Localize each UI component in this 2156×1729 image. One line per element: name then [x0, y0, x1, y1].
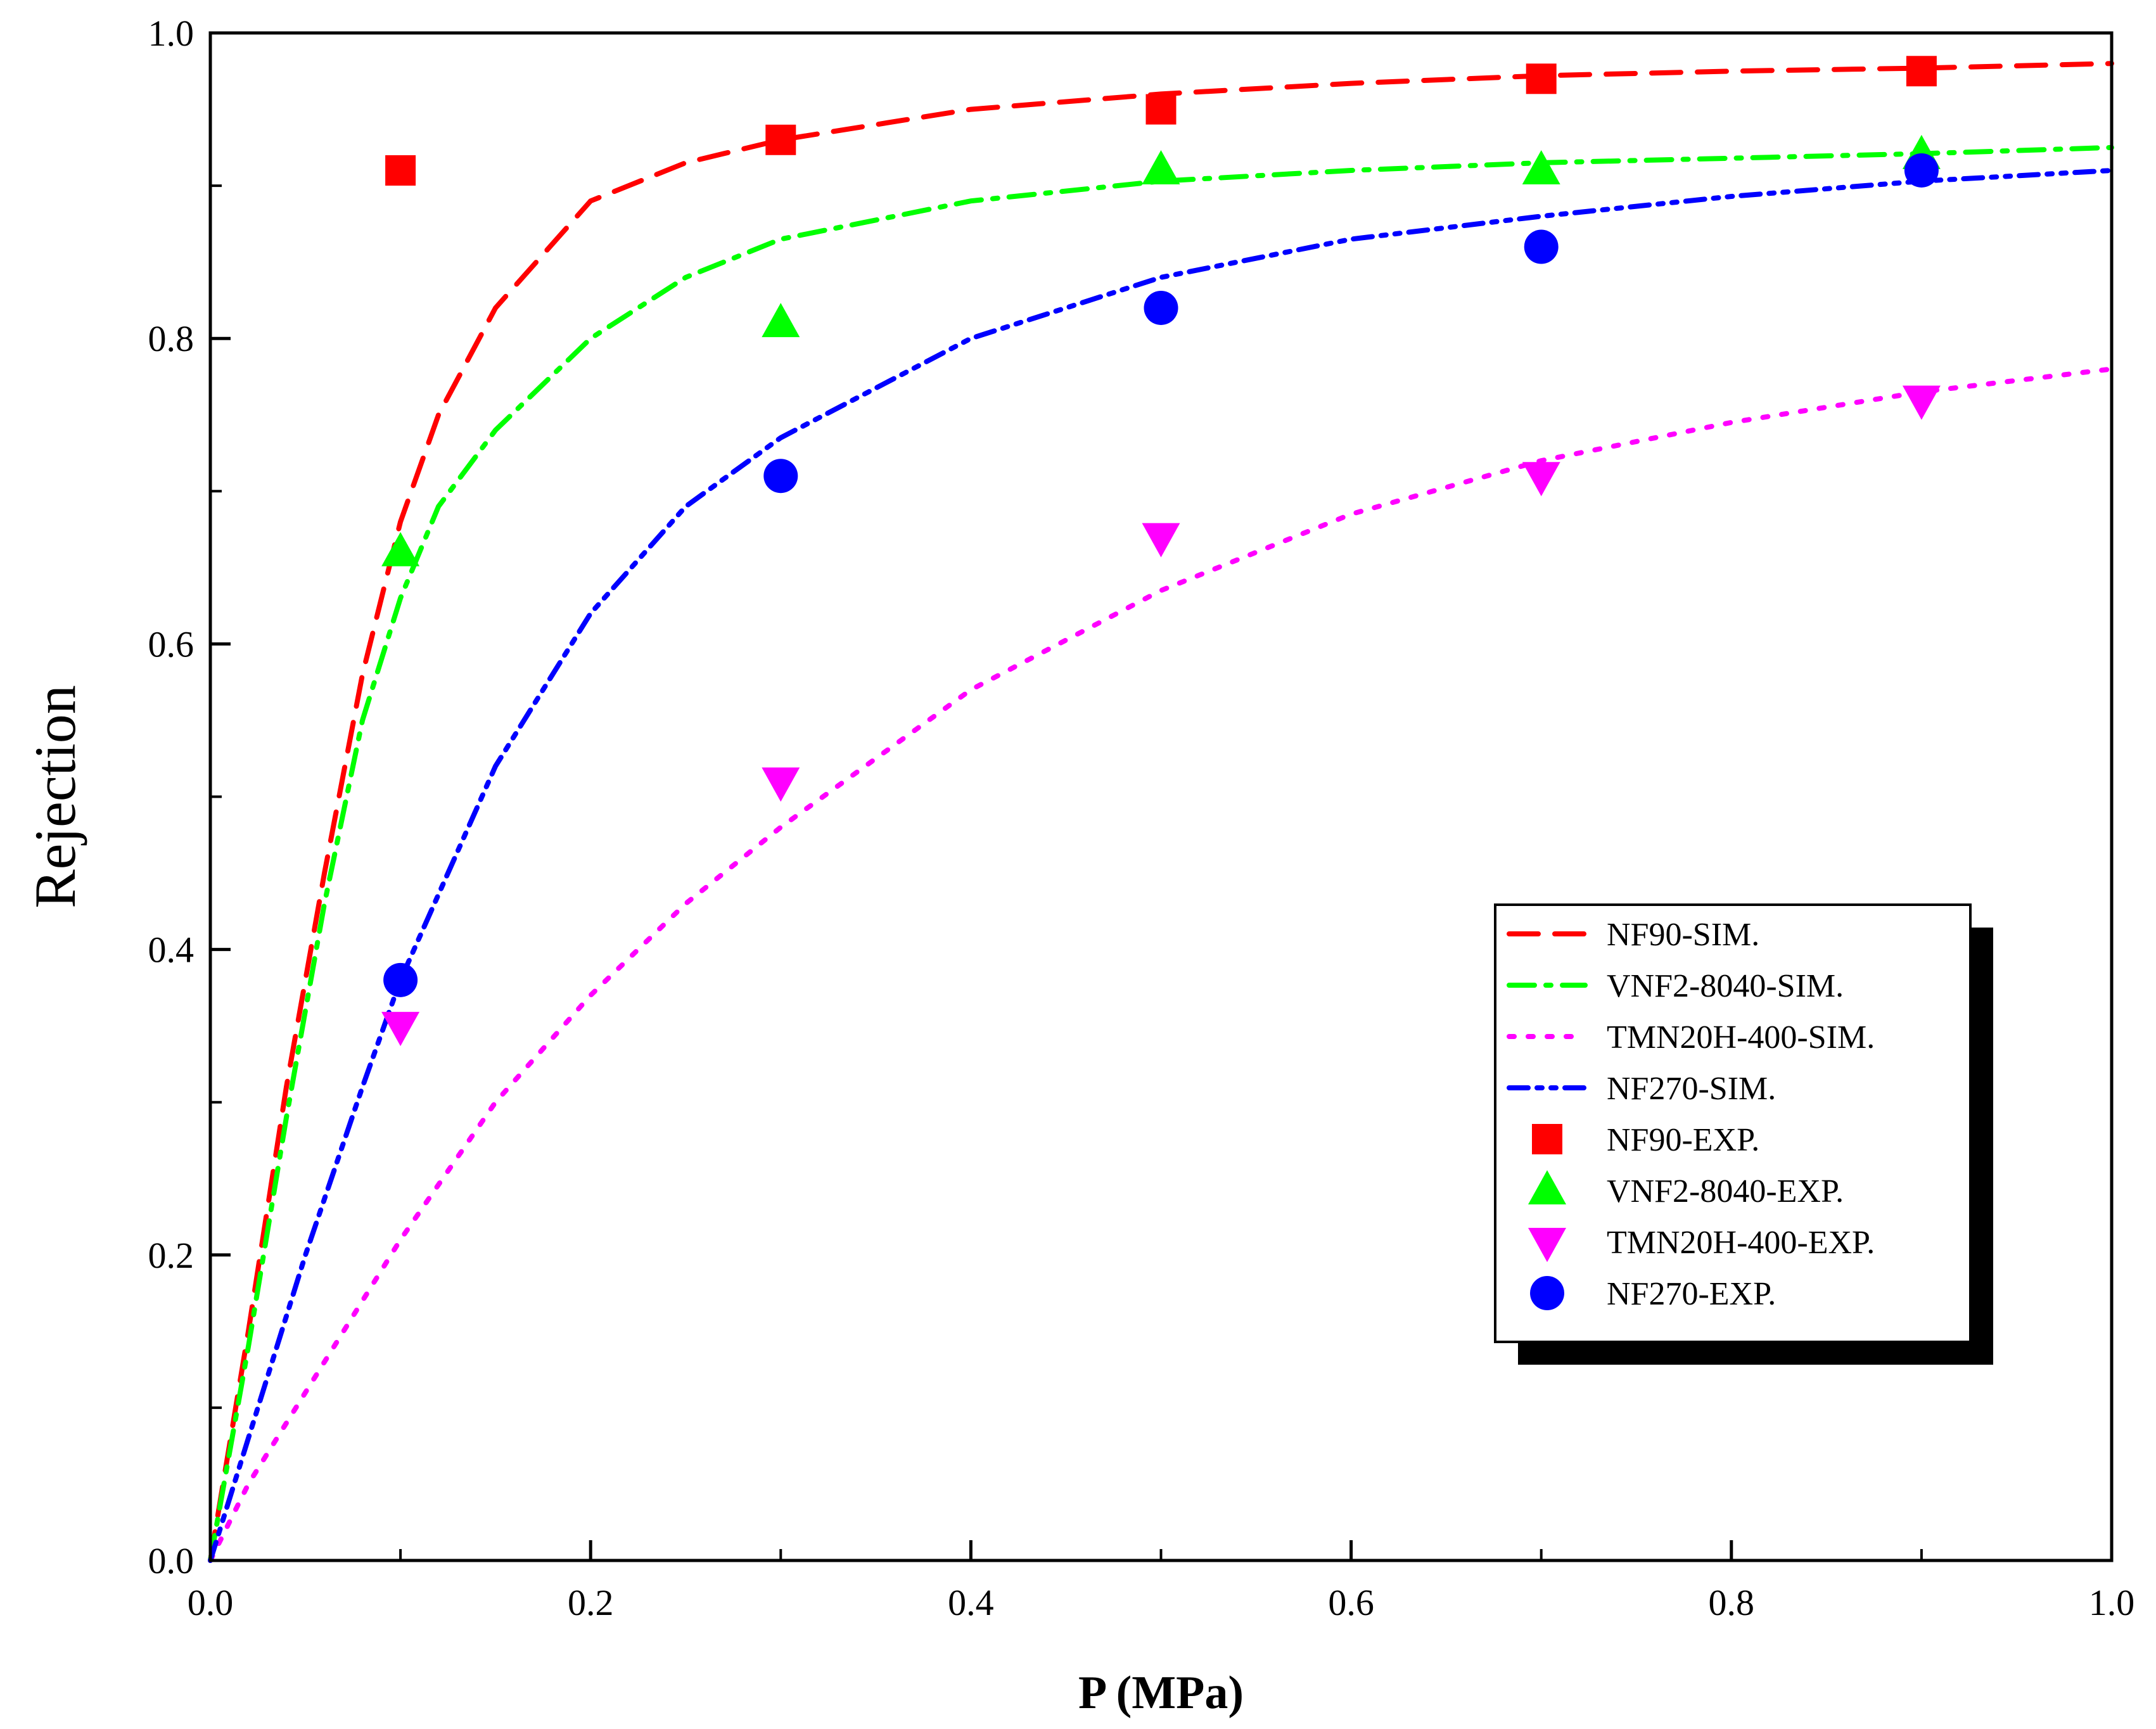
legend-label: NF90-EXP. [1607, 1122, 1759, 1158]
legend-item-8[interactable]: NF270-EXP. [1530, 1276, 1776, 1312]
y-tick-label: 0.6 [148, 623, 195, 665]
exp-point-1-5 [1906, 56, 1937, 87]
legend-label: VNF2-8040-EXP. [1607, 1173, 1844, 1209]
exp-point-1-1 [385, 155, 416, 186]
legend-item-1[interactable]: NF90-SIM. [1507, 917, 1759, 953]
legend-marker-swatch [1528, 1170, 1566, 1204]
exp-point-4-5 [1904, 153, 1939, 188]
exp-point-2-3 [1142, 150, 1180, 184]
x-tick-label: 0.4 [948, 1582, 994, 1623]
legend-item-5[interactable]: NF90-EXP. [1532, 1122, 1759, 1158]
y-tick-label: 0.8 [148, 318, 195, 359]
exp-point-3-2 [762, 767, 800, 802]
x-axis-title: P (MPa) [1078, 1667, 1244, 1719]
exp-point-4-2 [763, 459, 798, 494]
y-axis-title: Rejection [23, 685, 87, 909]
exp-point-4-1 [383, 962, 418, 997]
x-tick-label: 0.8 [1709, 1582, 1755, 1623]
legend-item-3[interactable]: TMN20H-400-SIM. [1507, 1019, 1875, 1056]
plot-area [208, 56, 2114, 1563]
sim-line-1 [208, 61, 2114, 1563]
exp-point-2-4 [1522, 150, 1560, 184]
legend-marker-swatch [1528, 1228, 1566, 1262]
legend-marker-swatch [1530, 1276, 1564, 1310]
legend-label: NF90-SIM. [1607, 917, 1759, 953]
sim-line-4 [208, 168, 2114, 1563]
x-tick-label: 0.2 [568, 1582, 614, 1623]
x-tick-label: 1.0 [2089, 1582, 2135, 1623]
y-tick-label: 0.4 [148, 929, 195, 971]
exp-point-4-3 [1144, 290, 1178, 325]
axes: 0.0 0.2 0.4 0.6 0.8 1.0 0.0 0.2 0.4 0.6 0.8 1.0 [148, 13, 2135, 1623]
exp-point-3-4 [1522, 462, 1560, 497]
legend-marker-swatch [1532, 1124, 1562, 1154]
y-tick-label: 0.2 [148, 1235, 195, 1276]
exp-point-1-4 [1526, 63, 1557, 94]
y-tick-label: 1.0 [148, 13, 195, 54]
legend-box [1494, 903, 1972, 1343]
x-tick-label: 0.0 [188, 1582, 234, 1623]
exp-point-1-2 [765, 124, 796, 155]
exp-point-4-4 [1524, 229, 1559, 264]
sim-line-3 [208, 366, 2114, 1563]
legend-label: VNF2-8040-SIM. [1607, 968, 1844, 1004]
exp-point-2-2 [762, 303, 800, 338]
exp-point-3-1 [381, 1012, 420, 1047]
legend-label: TMN20H-400-EXP. [1607, 1225, 1875, 1261]
exp-point-3-3 [1142, 523, 1180, 558]
legend[interactable]: NF90-SIM. VNF2-8040-SIM. TMN20H-400-SIM. NF… [1494, 903, 1993, 1365]
y-tick-label: 0.0 [148, 1540, 195, 1581]
legend-item-4[interactable]: NF270-SIM. [1507, 1071, 1776, 1107]
legend-item-7[interactable]: TMN20H-400-EXP. [1528, 1225, 1875, 1262]
x-tick-label: 0.6 [1328, 1582, 1374, 1623]
legend-item-6[interactable]: VNF2-8040-EXP. [1528, 1170, 1844, 1209]
legend-item-2[interactable]: VNF2-8040-SIM. [1507, 968, 1844, 1004]
legend-label: NF270-SIM. [1607, 1071, 1776, 1107]
exp-point-3-5 [1902, 385, 1941, 420]
exp-point-2-1 [381, 532, 420, 566]
legend-label: NF270-EXP. [1607, 1276, 1776, 1312]
legend-label: TMN20H-400-SIM. [1607, 1019, 1875, 1056]
sim-line-2 [208, 144, 2114, 1563]
exp-point-1-3 [1145, 94, 1177, 125]
